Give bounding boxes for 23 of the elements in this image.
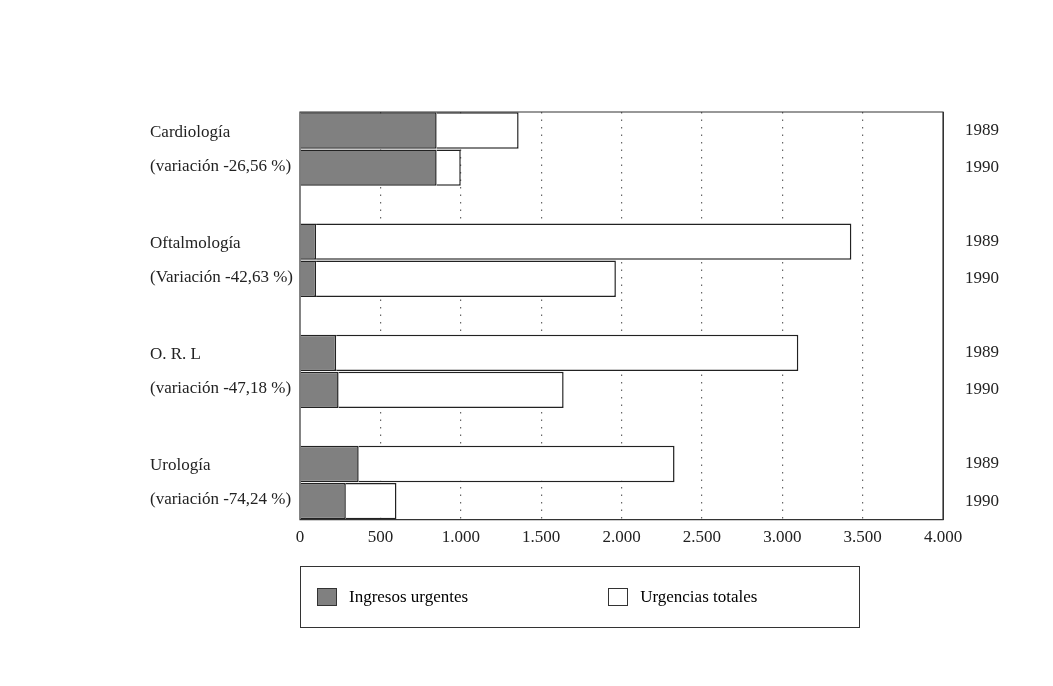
y-tick-label: 1989 xyxy=(965,342,999,362)
x-tick-label: 3.500 xyxy=(843,527,882,547)
x-tick-label: 1.000 xyxy=(441,527,480,547)
y-tick-label: 1990 xyxy=(965,157,999,177)
x-tick-label: 1.500 xyxy=(522,527,561,547)
text: O. R. L (variación -47,18 %) xyxy=(150,343,292,397)
text: Oftalmología (Variación -42,63 %) xyxy=(150,232,294,286)
x-tick-label: 2.000 xyxy=(602,527,641,547)
y-tick-label: 1990 xyxy=(965,379,999,399)
x-tick-label: 2.500 xyxy=(682,527,721,547)
y-tick-label: 1990 xyxy=(965,490,999,510)
x-tick-label: 0 xyxy=(295,527,305,547)
y-tick-label: 1989 xyxy=(965,453,999,473)
legend-label: Ingresos urgentes xyxy=(349,587,469,607)
x-tick-label: 500 xyxy=(367,527,394,547)
x-tick-label: 3.000 xyxy=(763,527,802,547)
text: Urología (variación -74,24 %) xyxy=(150,455,292,509)
y-tick-label: 1990 xyxy=(965,268,999,288)
y-tick-label: 1989 xyxy=(965,231,999,251)
x-tick-label: 4.000 xyxy=(923,527,963,547)
text: Cardiología (variación -26,56 %) xyxy=(150,121,292,175)
text: Urgencias totales xyxy=(640,587,758,607)
y-tick-label: 1989 xyxy=(965,120,999,139)
